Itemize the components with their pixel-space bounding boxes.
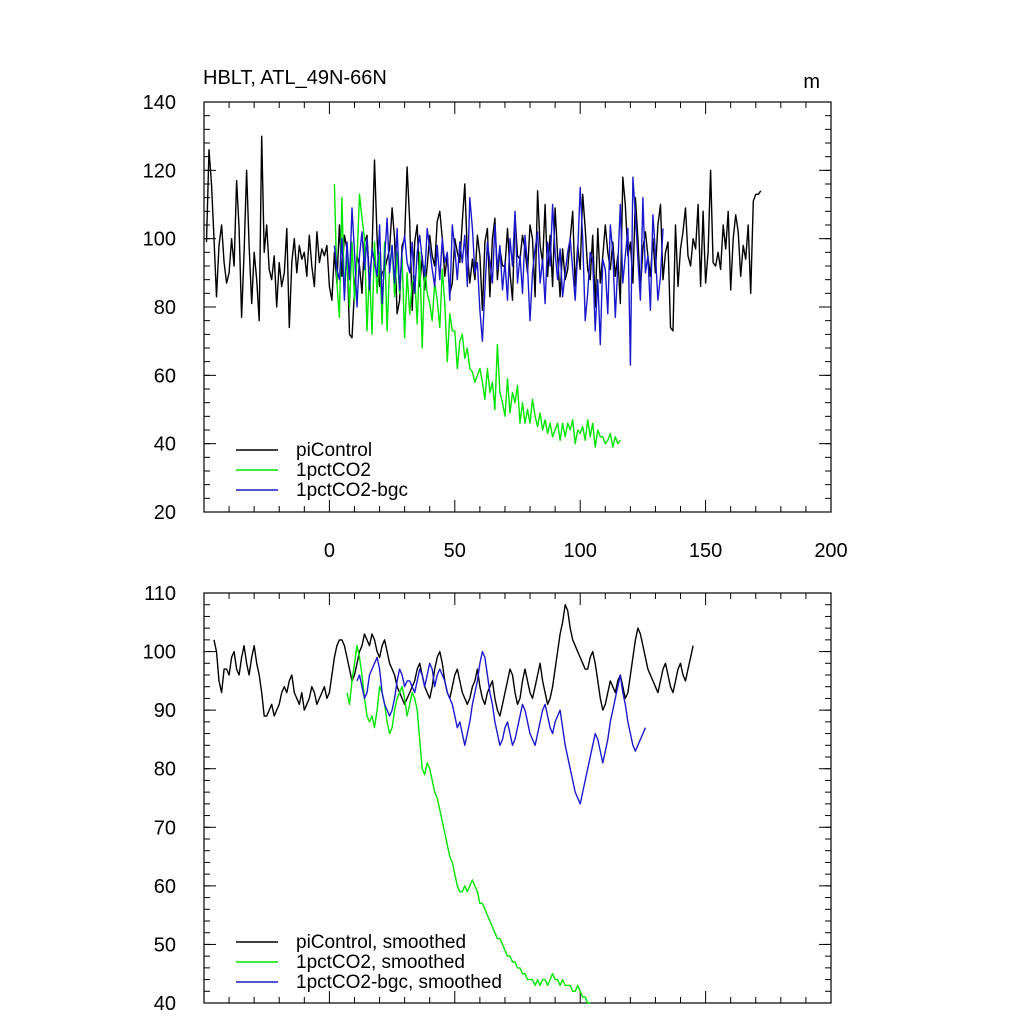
y-tick-label: 40: [154, 993, 176, 1015]
y-tick-label: 60: [154, 876, 176, 898]
x-tick-label: 0: [324, 540, 335, 562]
legend-label: 1pctCO2-bgc: [296, 480, 408, 501]
legend-label: piControl, smoothed: [296, 932, 466, 953]
y-tick-label: 80: [154, 759, 176, 781]
legend-label: piControl: [296, 440, 372, 461]
x-tick-label: 50: [444, 540, 466, 562]
y-tick-label: 120: [143, 160, 176, 182]
marks-top: 0 50 100 150 200 20 40 60 80 100 120 140: [143, 92, 848, 562]
y-tick-label: 60: [154, 365, 176, 387]
y-tick-label: 20: [154, 502, 176, 524]
marks-bottom: 40 50 60 70 80 90 100 110: [143, 583, 832, 1015]
y-tick-label: 100: [143, 229, 176, 251]
panel-top: HBLT, ATL_49N-66N m 0 50 100 150 200 20 40 60 80…: [143, 67, 848, 562]
chart-title: HBLT, ATL_49N-66N: [203, 67, 387, 89]
series-line-3: [333, 176, 664, 366]
y-tick-label: 90: [154, 700, 176, 722]
x-tick-label: 100: [564, 540, 597, 562]
y-tick-label: 70: [154, 817, 176, 839]
y-tick-label: 100: [143, 642, 176, 664]
y-tick-label: 40: [154, 434, 176, 456]
y-tick-label: 80: [154, 297, 176, 319]
series-line-1: [213, 604, 694, 717]
y-tick-label: 140: [143, 92, 176, 114]
series-line-1: [205, 135, 762, 339]
x-tick-label: 150: [689, 540, 722, 562]
y-tick-label: 110: [144, 583, 176, 605]
legend-label: 1pctCO2, smoothed: [296, 952, 465, 973]
legend-label: 1pctCO2: [296, 460, 371, 481]
plot-frame: [203, 592, 832, 1004]
series-line-2: [333, 183, 621, 448]
x-tick-label: 200: [814, 540, 847, 562]
legend-label: 1pctCO2-bgc, smoothed: [296, 972, 502, 993]
series-line-3: [356, 650, 647, 805]
series-line-2: [346, 645, 591, 1004]
units-label: m: [803, 71, 820, 93]
y-tick-label: 50: [154, 934, 176, 956]
